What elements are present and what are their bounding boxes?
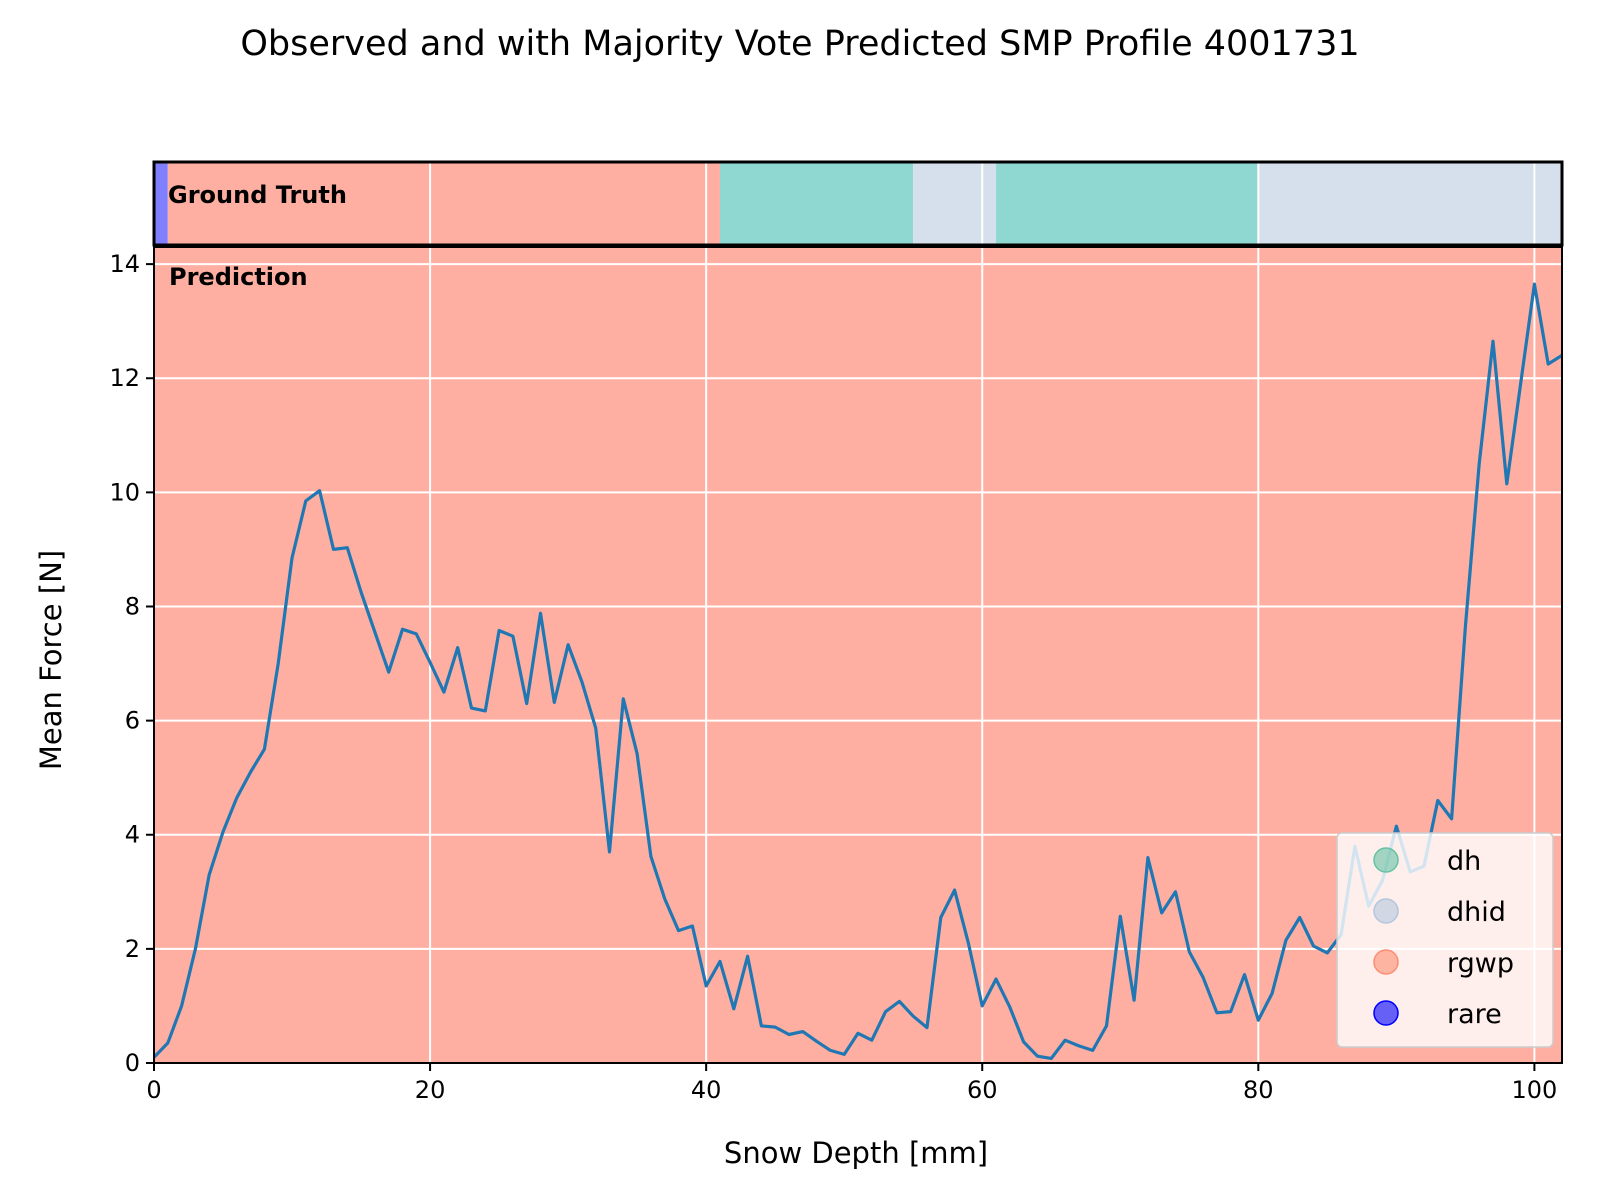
legend-marker-rare bbox=[1373, 1000, 1399, 1026]
chart-title: Observed and with Majority Vote Predicte… bbox=[240, 24, 1359, 64]
axes-frames bbox=[152, 160, 1564, 1064]
ground-truth-segment-dhid bbox=[913, 162, 997, 245]
y-tick-label: 4 bbox=[125, 821, 140, 849]
y-axis-ticks: 0 2 4 6 8 10 12 14 bbox=[109, 250, 154, 1077]
ground-truth-segment-dh bbox=[719, 162, 914, 245]
y-tick-label: 14 bbox=[109, 250, 140, 278]
ground-truth-label: Ground Truth bbox=[168, 181, 347, 209]
y-tick-label: 10 bbox=[109, 478, 140, 506]
y-tick-label: 2 bbox=[125, 935, 140, 963]
x-tick-label: 60 bbox=[967, 1076, 998, 1104]
plot-frame bbox=[153, 246, 1563, 1064]
legend-label-rare: rare bbox=[1447, 999, 1502, 1030]
prediction-label: Prediction bbox=[169, 263, 308, 291]
x-tick-label: 20 bbox=[415, 1076, 446, 1104]
force-series bbox=[154, 282, 1562, 1061]
legend-label-rgwp: rgwp bbox=[1447, 948, 1514, 979]
legend-label-dhid: dhid bbox=[1447, 897, 1506, 928]
y-tick-label: 0 bbox=[125, 1049, 140, 1077]
legend-label-dh: dh bbox=[1447, 846, 1481, 877]
ground-truth-strip bbox=[154, 162, 1562, 245]
mean-force-line bbox=[154, 282, 1562, 1061]
x-axis-ticks: 0 20 40 60 80 100 bbox=[146, 1063, 1557, 1104]
x-tick-label: 100 bbox=[1511, 1076, 1557, 1104]
y-tick-label: 6 bbox=[125, 707, 140, 735]
ground-truth-segment-dh bbox=[996, 162, 1259, 245]
prediction-segment-rgwp bbox=[154, 247, 1562, 1063]
y-axis-label: Mean Force [N] bbox=[34, 550, 68, 770]
x-axis-label: Snow Depth [mm] bbox=[724, 1136, 988, 1170]
x-tick-label: 40 bbox=[691, 1076, 722, 1104]
ground-truth-segment-dhid bbox=[1258, 162, 1562, 245]
x-tick-label: 80 bbox=[1243, 1076, 1274, 1104]
ground-truth-segment-rare bbox=[154, 162, 168, 245]
legend-marker-rgwp bbox=[1373, 949, 1399, 975]
legend: dh dhid rgwp rare bbox=[1336, 832, 1554, 1048]
legend-marker-dh bbox=[1373, 847, 1399, 873]
legend-box bbox=[1336, 832, 1554, 1048]
y-tick-label: 8 bbox=[125, 592, 140, 620]
x-tick-label: 0 bbox=[146, 1076, 161, 1104]
ground-truth-segment-rgwp bbox=[167, 162, 720, 245]
prediction-background bbox=[154, 247, 1562, 1063]
y-tick-label: 12 bbox=[109, 364, 140, 392]
legend-marker-dhid bbox=[1373, 898, 1399, 924]
strip-frame bbox=[152, 160, 1564, 247]
